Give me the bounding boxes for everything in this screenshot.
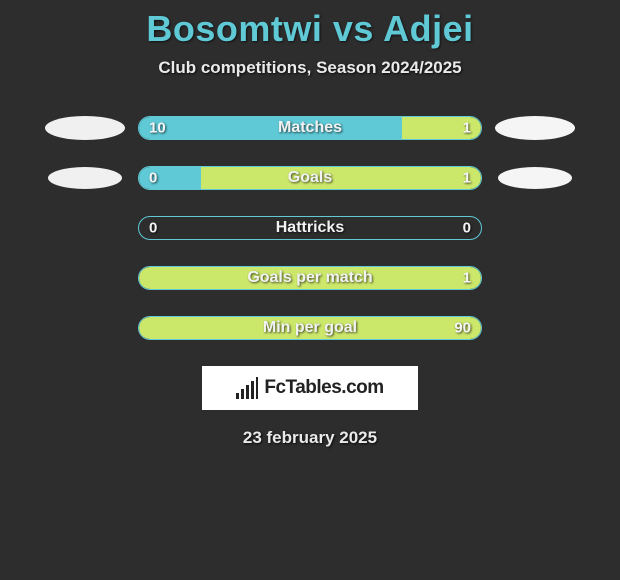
subtitle: Club competitions, Season 2024/2025 (0, 58, 620, 78)
stat-bar: Goals01 (138, 166, 482, 190)
logo-text: FcTables.com (264, 377, 383, 399)
stat-row: Goals01 (0, 166, 620, 190)
stat-value-right: 1 (463, 170, 471, 187)
team-b-icon (490, 266, 580, 290)
stat-bar: Hattricks0 0 (138, 216, 482, 240)
stat-row: Hattricks0 0 (0, 216, 620, 240)
stat-value-left: 0 (149, 220, 157, 237)
date-label: 23 february 2025 (0, 428, 620, 448)
bar-segment-right (139, 267, 481, 289)
team-a-icon (40, 266, 130, 290)
team-b-icon (490, 316, 580, 340)
source-logo[interactable]: FcTables.com (202, 366, 418, 410)
stat-row: Goals per match1 (0, 266, 620, 290)
stat-value-right: 90 (454, 320, 471, 337)
stat-bar: Goals per match1 (138, 266, 482, 290)
stat-bar: Matches101 (138, 116, 482, 140)
stat-value-left: 10 (149, 120, 166, 137)
comparison-panel: Bosomtwi vs Adjei Club competitions, Sea… (0, 0, 620, 448)
stat-bar: Min per goal90 (138, 316, 482, 340)
bar-segment-right (139, 317, 481, 339)
stat-row: Min per goal90 (0, 316, 620, 340)
stat-value-right: 0 (463, 220, 471, 237)
team-b-icon (490, 116, 580, 140)
stat-rows: Matches101Goals01Hattricks00Goals per ma… (0, 116, 620, 340)
bar-segment-left (139, 117, 402, 139)
team-b-icon (490, 166, 580, 190)
team-b-icon (490, 216, 580, 240)
bar-segment-right (201, 167, 481, 189)
stat-value-right: 1 (463, 120, 471, 137)
stat-row: Matches101 (0, 116, 620, 140)
chart-icon (236, 377, 258, 399)
page-title: Bosomtwi vs Adjei (0, 8, 620, 50)
team-a-icon (40, 116, 130, 140)
team-a-icon (40, 216, 130, 240)
stat-value-right: 1 (463, 270, 471, 287)
team-a-icon (40, 316, 130, 340)
stat-value-left: 0 (149, 170, 157, 187)
stat-label: Hattricks (139, 219, 481, 237)
team-a-icon (40, 166, 130, 190)
